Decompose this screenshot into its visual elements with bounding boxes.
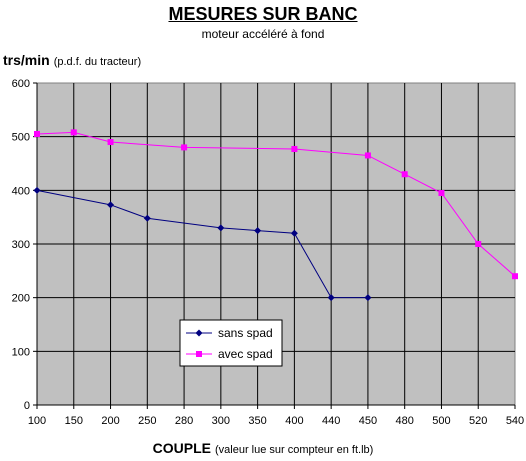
data-point-series-2 xyxy=(475,241,482,247)
x-tick-label: 520 xyxy=(469,415,487,427)
y-tick-label: 300 xyxy=(12,239,30,251)
x-tick-label: 350 xyxy=(248,415,266,427)
data-point-series-1 xyxy=(217,224,225,232)
y-tick-label: 200 xyxy=(12,293,30,305)
x-tick-label: 100 xyxy=(28,415,46,427)
chart-title: MESURES SUR BANC xyxy=(168,4,358,24)
y-axis-label: trs/min (p.d.f. du tracteur) xyxy=(3,52,141,68)
y-tick-label: 500 xyxy=(12,132,30,144)
x-tick-label: 540 xyxy=(506,415,524,427)
x-axis-label: COUPLE (valeur lue sur compteur en ft.lb) xyxy=(0,440,526,456)
data-point-series-1 xyxy=(290,229,298,237)
x-tick-label: 200 xyxy=(101,415,119,427)
legend-swatch-marker xyxy=(195,329,203,337)
data-point-series-2 xyxy=(107,139,114,146)
x-tick-label: 400 xyxy=(285,415,303,427)
x-axis-label-note: (valeur lue sur compteur en ft.lb) xyxy=(214,444,374,456)
y-tick-label: 400 xyxy=(12,185,30,197)
y-tick-label: 600 xyxy=(12,78,30,90)
data-point-series-2 xyxy=(364,152,371,159)
data-point-series-2 xyxy=(512,273,518,280)
y-tick-label: 100 xyxy=(12,346,30,358)
legend-entry-label: sans spad xyxy=(218,326,273,340)
legend: sans spad avec spad xyxy=(179,319,283,367)
data-point-series-2 xyxy=(181,144,188,151)
x-tick-label: 280 xyxy=(175,415,193,427)
data-point-series-1 xyxy=(254,227,262,235)
x-tick-label: 480 xyxy=(396,415,414,427)
y-tick-label: 0 xyxy=(24,400,30,412)
x-tick-label: 500 xyxy=(432,415,450,427)
series-layer xyxy=(33,129,518,302)
y-axis-label-note: (p.d.f. du tracteur) xyxy=(53,56,142,68)
chart-subtitle: moteur accéléré à fond xyxy=(201,27,325,41)
legend-entry-label: avec spad xyxy=(218,347,273,361)
legend-box xyxy=(179,319,283,367)
x-tick-label: 300 xyxy=(212,415,230,427)
data-point-series-2 xyxy=(70,129,77,136)
y-axis-ticks: 0 100 200 300 400 500 600 xyxy=(12,78,37,412)
data-point-series-1 xyxy=(33,186,41,194)
data-point-series-2 xyxy=(291,146,298,153)
data-point-series-1 xyxy=(364,294,372,302)
y-axis-label-main: trs/min xyxy=(3,52,50,68)
x-tick-label: 440 xyxy=(322,415,340,427)
x-tick-label: 150 xyxy=(65,415,83,427)
legend-swatch-marker xyxy=(196,351,202,357)
data-point-series-2 xyxy=(34,130,40,137)
data-point-series-2 xyxy=(401,171,408,178)
series-line-1 xyxy=(36,189,368,299)
data-point-series-2 xyxy=(438,190,445,197)
x-axis-ticks: 100 150 200 250 280 300 350 400 440 450 480 500 520 5… xyxy=(28,405,524,427)
data-point-series-1 xyxy=(327,294,335,302)
series-line-2 xyxy=(36,131,516,277)
data-point-series-1 xyxy=(107,201,115,209)
x-tick-label: 450 xyxy=(359,415,377,427)
data-point-series-1 xyxy=(143,214,151,222)
x-axis-label-main: COUPLE xyxy=(152,440,211,456)
x-tick-label: 250 xyxy=(138,415,156,427)
